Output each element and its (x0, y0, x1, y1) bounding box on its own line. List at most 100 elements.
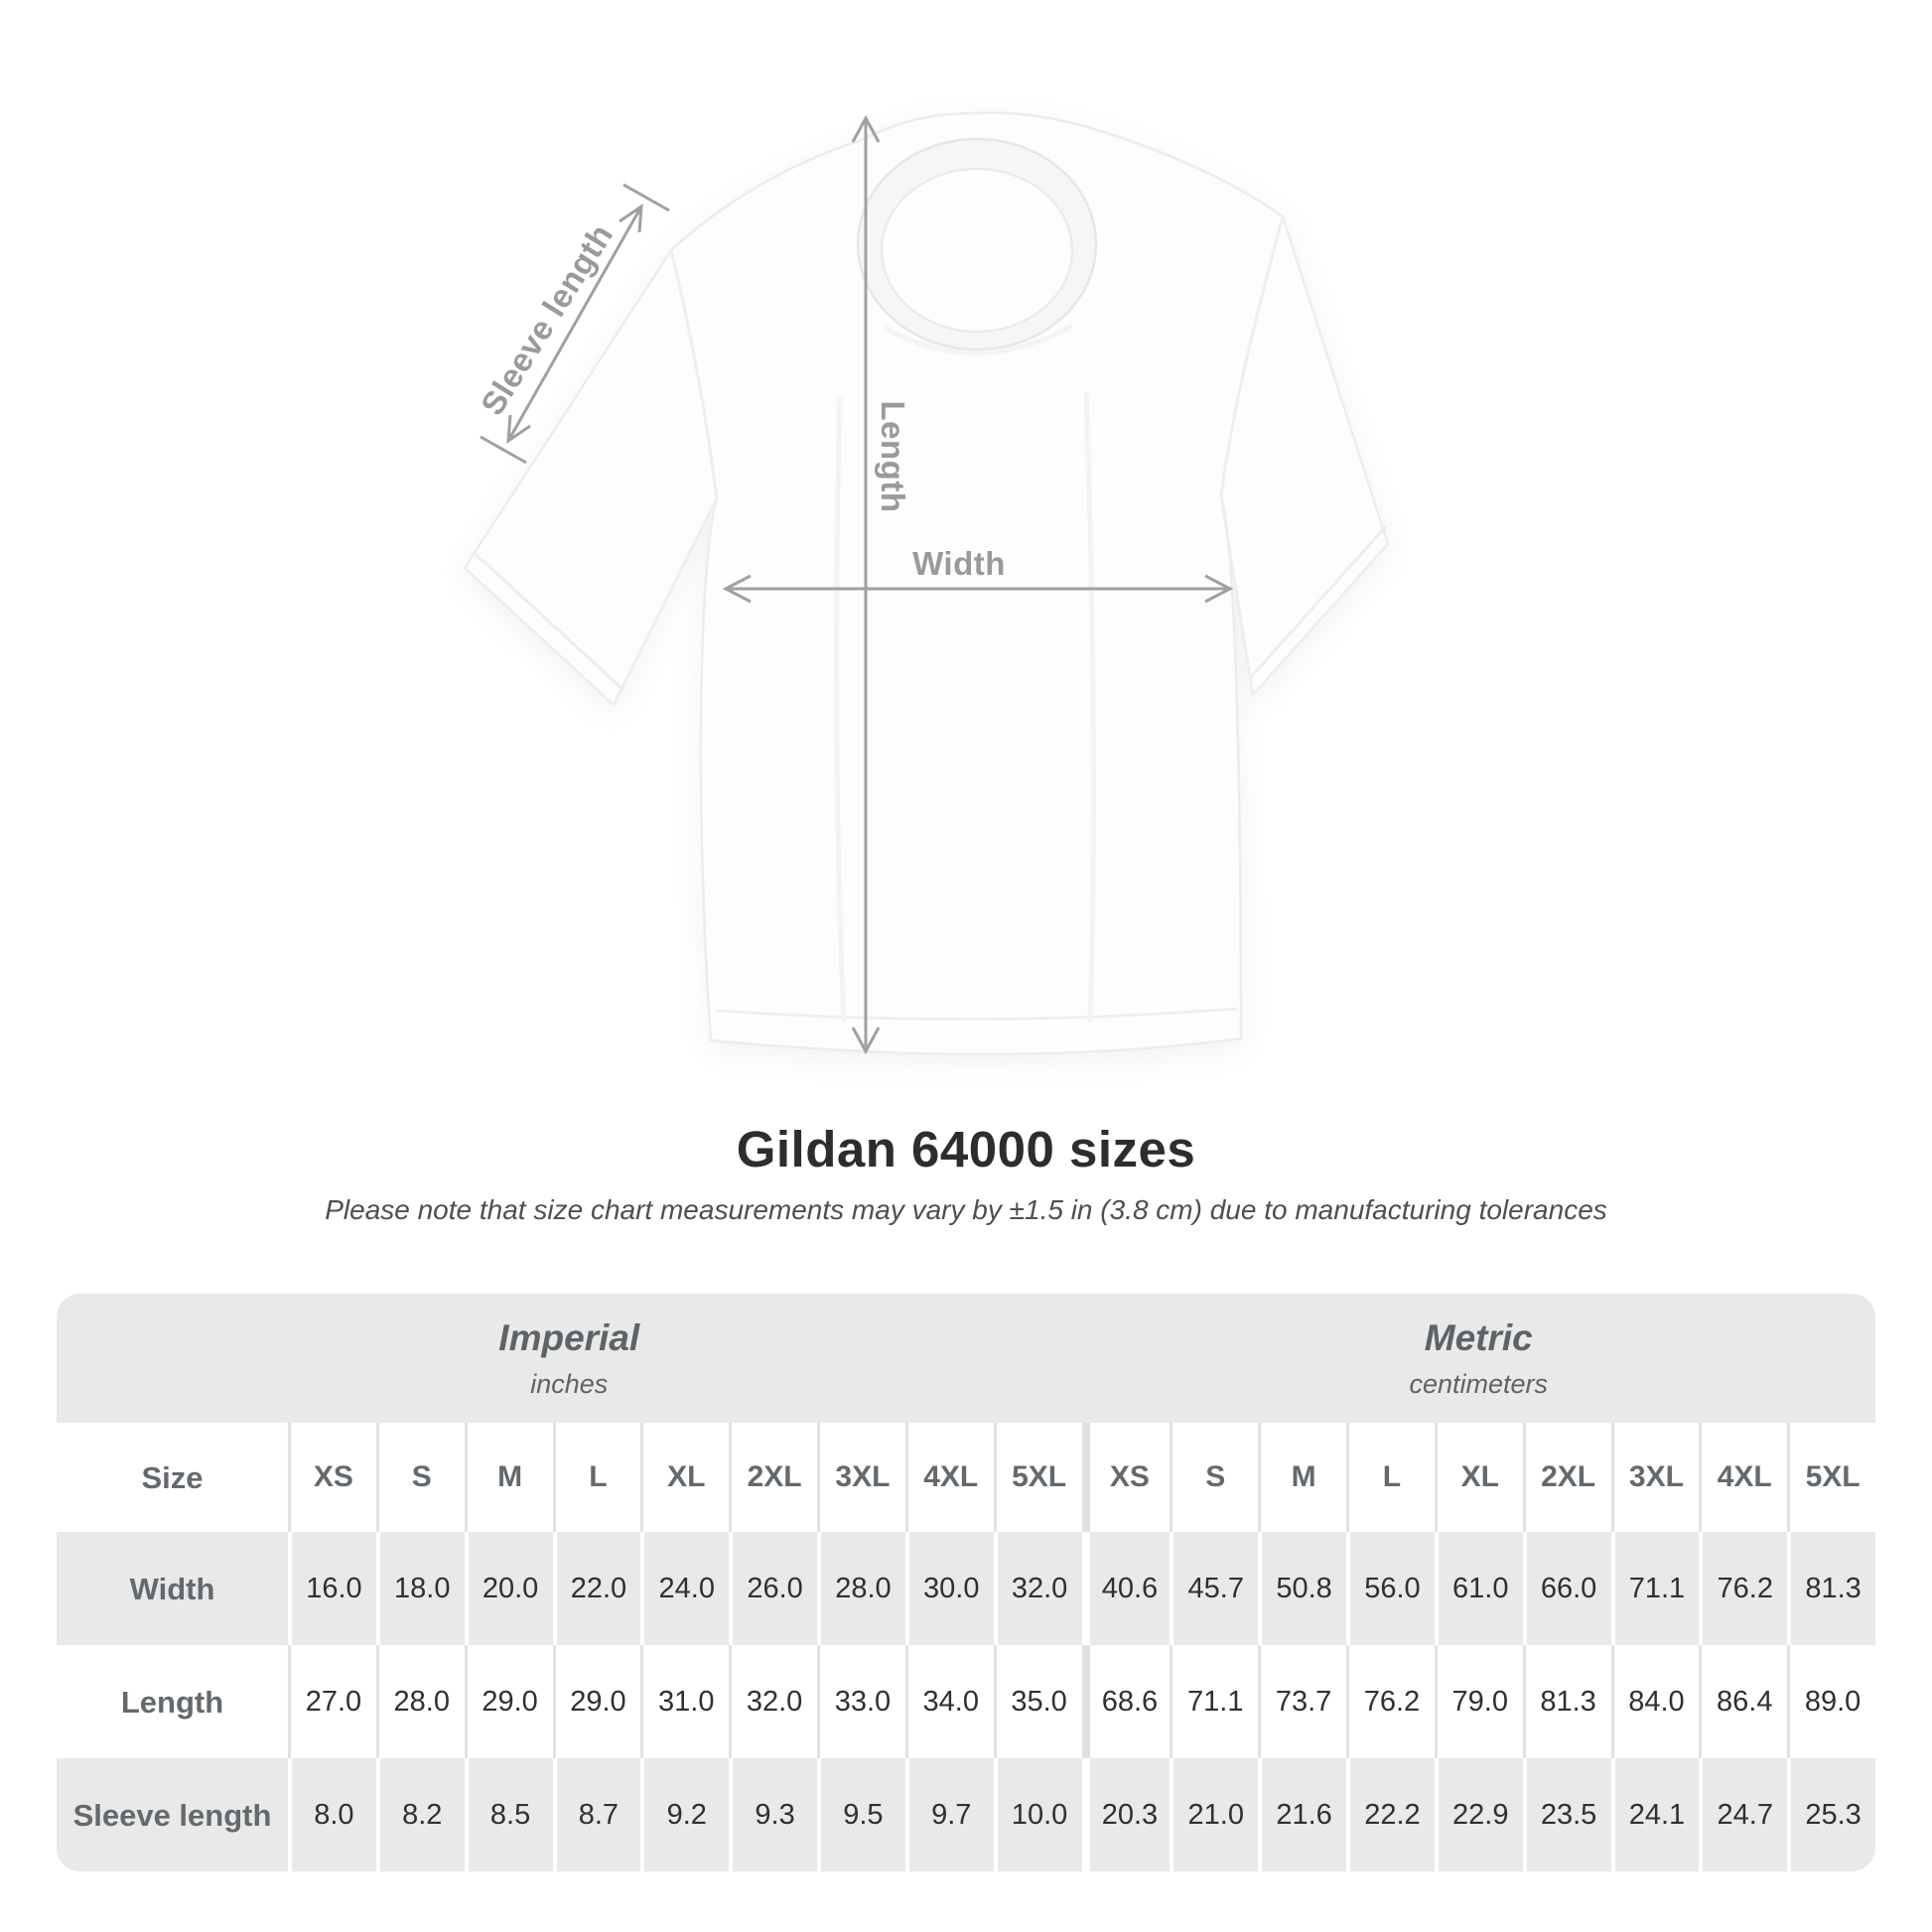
hem-seam (716, 1007, 1238, 1022)
size-corner-label: Size (57, 1423, 288, 1532)
left-sleeve-seam (669, 249, 719, 499)
width-imperial-cell: 30.0 (904, 1532, 994, 1645)
page-title: Gildan 64000 sizes (736, 1121, 1196, 1177)
width-imperial-cell: 32.0 (993, 1532, 1082, 1645)
sleeve-imperial-cell: 8.2 (375, 1758, 465, 1871)
sleeve-imperial-cell: 9.5 (817, 1758, 905, 1871)
right-cuff-seam (1249, 524, 1388, 679)
dimension-arrows (480, 114, 1234, 1055)
width-imperial-cell: 20.0 (464, 1532, 553, 1645)
size-col-imperial-4xl: 4XL (904, 1423, 994, 1532)
row-label-sleeve-length: Sleeve length (57, 1758, 288, 1871)
length-metric-cell: 73.7 (1258, 1645, 1346, 1758)
width-imperial-cell: 18.0 (375, 1532, 465, 1645)
length-imperial-cell: 35.0 (993, 1645, 1082, 1758)
sleeve-metric-cell: 25.3 (1787, 1758, 1875, 1871)
sleeve-metric-cell: 22.9 (1434, 1758, 1523, 1871)
size-table: Imperial inches Metric centimeters Size … (57, 1294, 1875, 1871)
size-col-metric-s: S (1170, 1423, 1259, 1532)
tshirt-illustration (463, 111, 1390, 1056)
width-metric-cell: 76.2 (1699, 1532, 1788, 1645)
sleeve-imperial-cell: 8.0 (288, 1758, 376, 1871)
sleeve-end-tick-top (622, 183, 670, 212)
metric-title: Metric (1424, 1316, 1533, 1358)
width-metric-cell: 61.0 (1434, 1532, 1523, 1645)
metric-header: Metric centimeters (1081, 1294, 1875, 1423)
length-imperial-cell: 29.0 (464, 1645, 553, 1758)
width-imperial-cell: 16.0 (288, 1532, 376, 1645)
width-metric-cell: 71.1 (1610, 1532, 1700, 1645)
sleeve-end-tick-bottom (480, 435, 527, 465)
width-arrow-head-right (1204, 574, 1234, 604)
fold-line (1083, 391, 1096, 1024)
size-col-imperial-s: S (375, 1423, 465, 1532)
tshirt-body (463, 111, 1390, 1056)
tshirt-diagram: Sleeve length Length Width (463, 111, 1390, 1056)
length-metric-cell: 84.0 (1610, 1645, 1700, 1758)
fold-line (882, 323, 1074, 355)
row-label-length: Length (57, 1645, 288, 1758)
left-cuff-seam (473, 551, 625, 692)
length-arrow-head-bottom (851, 1027, 881, 1055)
sleeve-metric-cell: 20.3 (1081, 1758, 1171, 1871)
sleeve-imperial-cell: 8.7 (552, 1758, 641, 1871)
imperial-header: Imperial inches (57, 1294, 1082, 1423)
size-col-imperial-xs: XS (288, 1423, 376, 1532)
row-label-width: Width (57, 1532, 288, 1645)
size-col-metric-2xl: 2XL (1522, 1423, 1611, 1532)
size-col-imperial-2xl: 2XL (729, 1423, 817, 1532)
tolerance-note: Please note that size chart measurements… (325, 1194, 1607, 1225)
size-col-metric-4xl: 4XL (1699, 1423, 1788, 1532)
tshirt-shape (463, 111, 1390, 1056)
width-label: Width (912, 545, 1006, 582)
length-imperial-cell: 33.0 (817, 1645, 905, 1758)
length-imperial-cell: 32.0 (729, 1645, 817, 1758)
length-imperial-cell: 31.0 (640, 1645, 730, 1758)
sleeve-metric-cell: 21.0 (1170, 1758, 1259, 1871)
size-col-imperial-3xl: 3XL (817, 1423, 905, 1532)
sleeve-metric-cell: 21.6 (1258, 1758, 1346, 1871)
length-imperial-cell: 29.0 (552, 1645, 641, 1758)
length-metric-cell: 76.2 (1346, 1645, 1435, 1758)
length-imperial-cell: 28.0 (375, 1645, 465, 1758)
width-metric-cell: 50.8 (1258, 1532, 1346, 1645)
sleeve-arrow-head-bottom (506, 414, 531, 444)
size-col-imperial-xl: XL (640, 1423, 730, 1532)
size-col-imperial-l: L (552, 1423, 641, 1532)
sleeve-metric-cell: 24.1 (1610, 1758, 1700, 1871)
width-metric-cell: 40.6 (1081, 1532, 1171, 1645)
imperial-units: inches (530, 1368, 609, 1399)
length-metric-cell: 81.3 (1522, 1645, 1611, 1758)
width-metric-cell: 66.0 (1522, 1532, 1611, 1645)
length-metric-cell: 71.1 (1170, 1645, 1259, 1758)
sleeve-imperial-cell: 9.2 (640, 1758, 730, 1871)
sleeve-metric-cell: 22.2 (1346, 1758, 1435, 1871)
size-col-imperial-5xl: 5XL (993, 1423, 1082, 1532)
length-arrow-head-top (851, 114, 881, 143)
size-col-metric-l: L (1346, 1423, 1435, 1532)
size-col-imperial-m: M (464, 1423, 553, 1532)
width-metric-cell: 81.3 (1787, 1532, 1875, 1645)
size-col-metric-xs: XS (1081, 1423, 1171, 1532)
width-metric-cell: 56.0 (1346, 1532, 1435, 1645)
sleeve-metric-cell: 23.5 (1522, 1758, 1611, 1871)
fold-line (834, 396, 847, 1024)
sleeve-imperial-cell: 9.7 (904, 1758, 994, 1871)
width-imperial-cell: 28.0 (817, 1532, 905, 1645)
sleeve-imperial-cell: 10.0 (993, 1758, 1082, 1871)
imperial-title: Imperial (498, 1316, 640, 1358)
metric-units: centimeters (1409, 1368, 1549, 1399)
length-label: Length (875, 400, 911, 513)
size-col-metric-m: M (1258, 1423, 1346, 1532)
width-metric-cell: 45.7 (1170, 1532, 1259, 1645)
sleeve-arrow-line (506, 206, 643, 442)
width-imperial-cell: 22.0 (552, 1532, 641, 1645)
length-metric-cell: 89.0 (1787, 1645, 1875, 1758)
size-col-metric-3xl: 3XL (1610, 1423, 1700, 1532)
sleeve-imperial-cell: 8.5 (464, 1758, 553, 1871)
sleeve-metric-cell: 24.7 (1699, 1758, 1788, 1871)
collar-inner (880, 167, 1074, 334)
length-metric-cell: 68.6 (1081, 1645, 1171, 1758)
sleeve-arrow-head-top (619, 204, 643, 233)
